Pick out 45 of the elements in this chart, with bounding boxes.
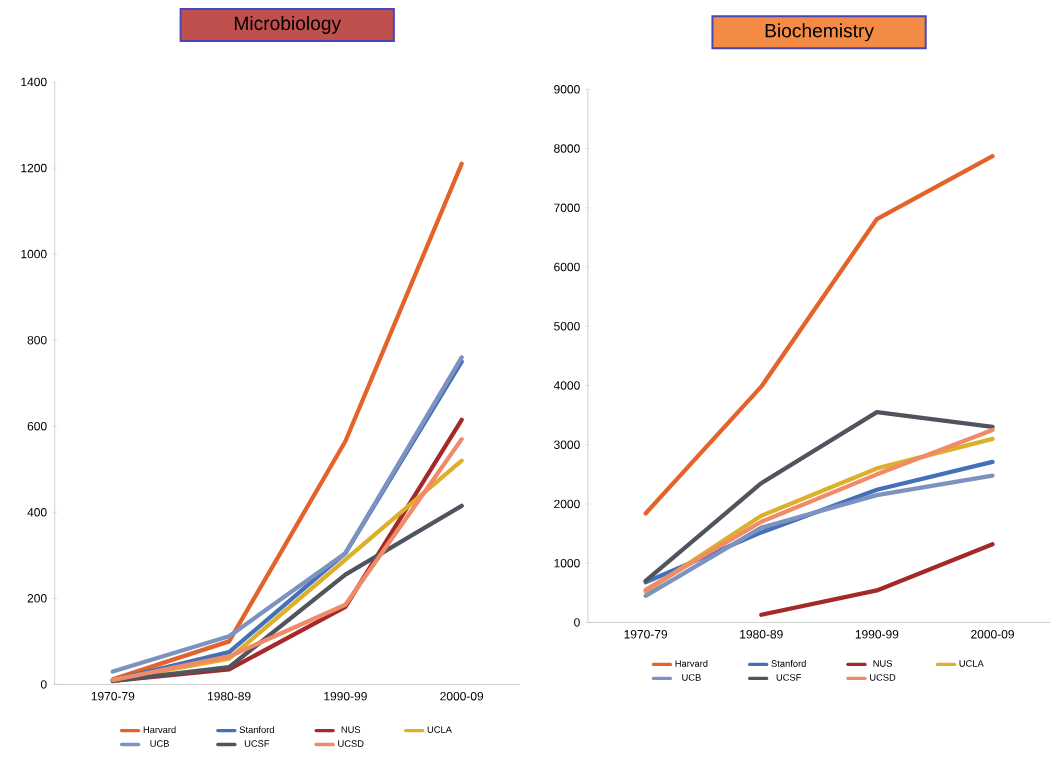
y-tick-label: 1400 bbox=[21, 77, 47, 87]
x-tick-label: 1980-89 bbox=[740, 629, 783, 639]
y-tick-label: 1000 bbox=[554, 558, 580, 568]
legend-label: Harvard bbox=[675, 659, 708, 667]
y-tick-label: 1000 bbox=[21, 249, 47, 259]
y-tick-label: 600 bbox=[27, 421, 47, 431]
x-tick-label: 1970-79 bbox=[91, 691, 135, 701]
chart-title: Microbiology bbox=[234, 15, 342, 34]
legend-label: UCSD bbox=[338, 740, 364, 747]
line-series bbox=[643, 473, 995, 598]
y-tick-label: 4000 bbox=[553, 381, 580, 390]
legend-label: Stanford bbox=[239, 725, 274, 733]
y-tick-label: 8000 bbox=[554, 144, 580, 153]
x-tick-label: 1990-99 bbox=[855, 629, 899, 639]
x-tick-label: 1990-99 bbox=[324, 691, 367, 701]
x-tick-label: 2000-09 bbox=[971, 629, 1014, 639]
y-tick-label: 1200 bbox=[21, 163, 47, 173]
legend-label: UCB bbox=[150, 740, 169, 747]
y-tick-label: 6000 bbox=[554, 262, 580, 272]
legend-label: UCSD bbox=[870, 673, 896, 681]
legend-label: Stanford bbox=[771, 659, 806, 667]
y-tick-label: 3000 bbox=[554, 440, 580, 449]
y-tick-label: 7000 bbox=[554, 203, 580, 212]
legend-label: UCSF bbox=[776, 673, 801, 681]
y-tick-label: 0 bbox=[40, 679, 47, 689]
chart-title: Biochemistry bbox=[765, 23, 874, 42]
legend-label: UCLA bbox=[959, 659, 984, 667]
x-tick-label: 1970-79 bbox=[624, 629, 668, 639]
legend-label: NUS bbox=[341, 726, 361, 733]
legend-label: UCLA bbox=[427, 726, 452, 733]
legend-label: UCB bbox=[682, 673, 701, 681]
legend-label: NUS bbox=[873, 659, 892, 667]
legend-label: UCSF bbox=[244, 740, 270, 747]
x-tick-label: 2000-09 bbox=[440, 691, 484, 701]
y-tick-label: 200 bbox=[27, 593, 47, 603]
y-tick-label: 0 bbox=[574, 618, 580, 627]
line-series bbox=[110, 503, 464, 683]
line-series bbox=[643, 153, 995, 516]
legend-label: Harvard bbox=[143, 725, 176, 733]
x-tick-label: 1980-89 bbox=[208, 691, 251, 701]
y-tick-label: 800 bbox=[27, 335, 47, 345]
y-tick-label: 9000 bbox=[554, 84, 580, 94]
y-tick-label: 5000 bbox=[554, 321, 580, 331]
y-tick-label: 400 bbox=[27, 507, 47, 517]
y-tick-label: 2000 bbox=[554, 499, 580, 509]
